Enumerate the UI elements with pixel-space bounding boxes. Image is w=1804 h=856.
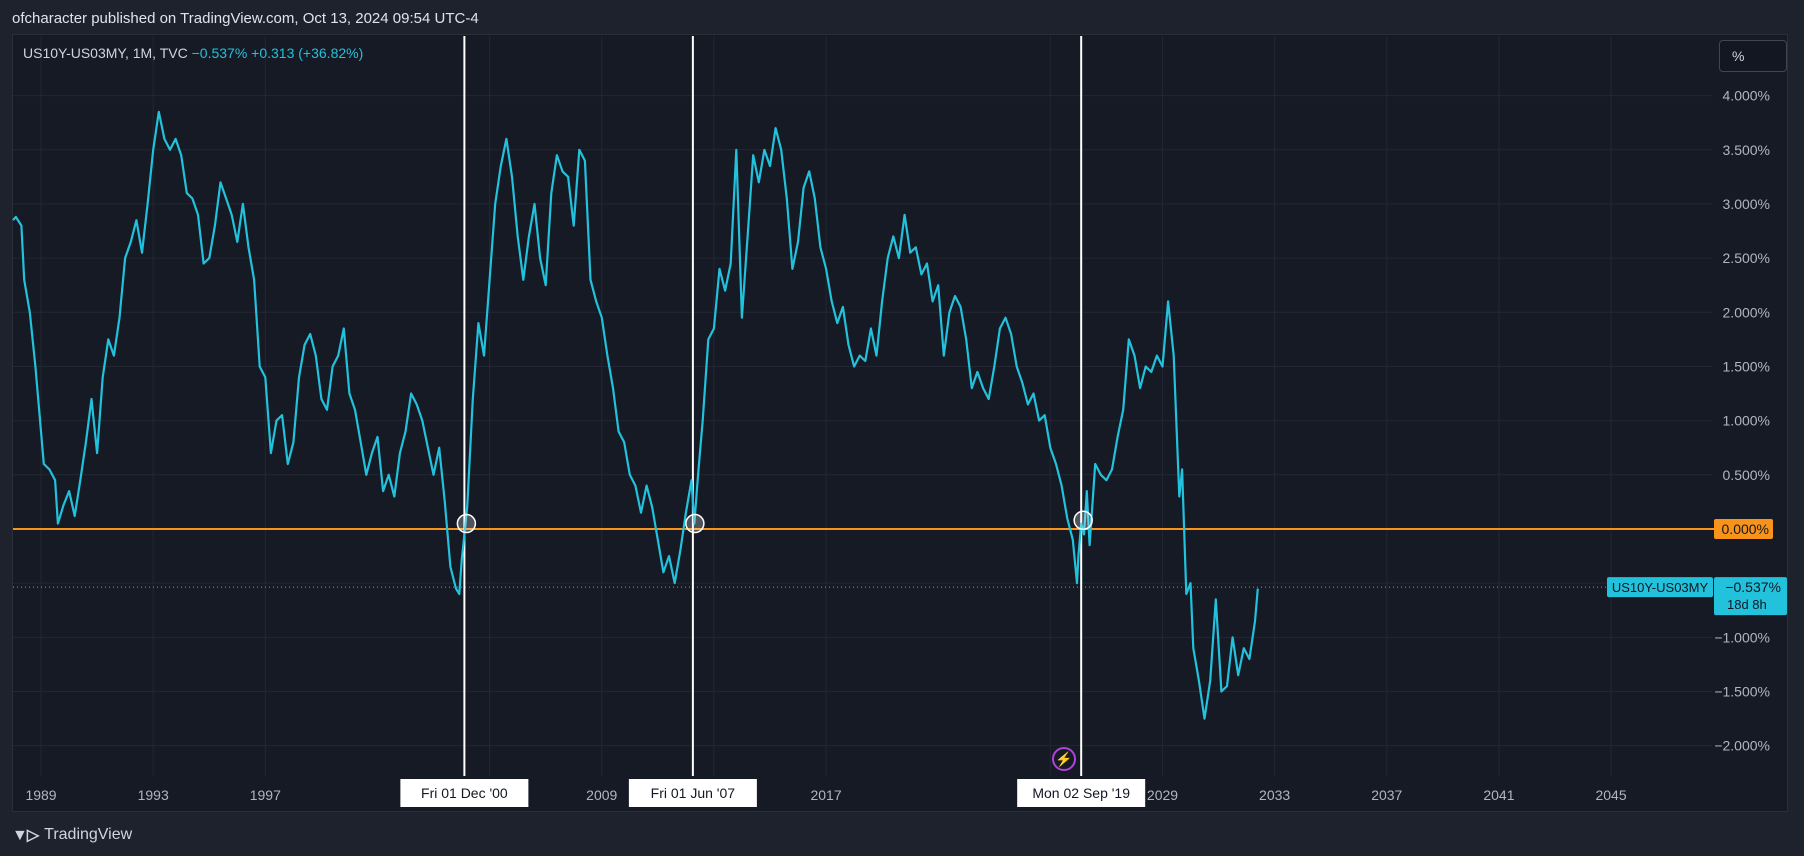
y-tick-label: 0.500%	[1723, 467, 1770, 483]
y-tick-label: −2.000%	[1714, 738, 1770, 754]
x-tick-label: 2033	[1259, 787, 1290, 803]
zero-value-box	[1714, 518, 1773, 539]
crossing-date-label: Fri 01 Dec '00	[421, 785, 508, 801]
chart-frame[interactable]	[12, 34, 1788, 812]
legend-value: −0.537%	[191, 45, 248, 61]
x-tick-label: 2045	[1595, 787, 1626, 803]
x-tick-label: 2029	[1147, 787, 1178, 803]
y-tick-label: 3.500%	[1723, 142, 1770, 158]
crossing-date-box	[400, 779, 529, 807]
countdown-label: 18d 8h	[1727, 597, 1767, 612]
x-tick-label: 1993	[138, 787, 169, 803]
crossing-marker	[685, 513, 705, 534]
footer-brand: TradingView	[44, 826, 133, 843]
y-tick-label: 1.500%	[1723, 358, 1770, 374]
x-tick-label: 2017	[810, 787, 841, 803]
x-tick-label: 2041	[1483, 787, 1514, 803]
legend: US10Y-US03MY, 1M, TVC −0.537% +0.313 (+3…	[23, 45, 363, 61]
crossing-marker	[456, 513, 477, 534]
publish-bar: ofcharacter published on TradingView.com…	[0, 0, 1804, 34]
crossing-marker	[1073, 510, 1093, 531]
series-line-us10y-us03my	[12, 110, 1259, 720]
series-name-label: US10Y-US03MY	[1612, 580, 1709, 595]
x-tick-label: 1989	[25, 787, 56, 803]
legend-symbol: US10Y-US03MY, 1M, TVC	[23, 45, 188, 61]
legend-change: +0.313 (+36.82%)	[251, 45, 364, 61]
tradingview-logo-icon: ▼▷	[12, 827, 39, 844]
y-tick-label: −1.500%	[1714, 683, 1770, 699]
x-tick-label: 2009	[586, 787, 617, 803]
crossing-date-label: Fri 01 Jun '07	[651, 785, 736, 801]
crossing-date-label: Mon 02 Sep '19	[1032, 785, 1130, 801]
x-tick-label: 1997	[250, 787, 281, 803]
footer: ▼▷ TradingView	[12, 824, 132, 846]
y-tick-label: −1.000%	[1714, 629, 1770, 645]
y-tick-label: 4.000%	[1723, 88, 1770, 104]
y-tick-label: 1.000%	[1723, 413, 1770, 429]
lightning-icon[interactable]: ⚡	[1052, 747, 1076, 771]
y-tick-label: 2.500%	[1723, 250, 1770, 266]
last-value-label: −0.537%	[1725, 579, 1781, 595]
zero-value-label: 0.000%	[1722, 521, 1769, 537]
crossing-date-box	[1017, 779, 1146, 807]
last-value-box	[1714, 577, 1787, 616]
percent-scale-button[interactable]: %	[1719, 40, 1787, 72]
y-tick-label: 2.000%	[1723, 304, 1770, 320]
series-name-box	[1607, 577, 1713, 598]
x-tick-label: 2037	[1371, 787, 1402, 803]
crossing-date-box	[628, 779, 757, 807]
y-tick-label: 3.000%	[1723, 196, 1770, 212]
publish-info: ofcharacter published on TradingView.com…	[12, 10, 479, 27]
